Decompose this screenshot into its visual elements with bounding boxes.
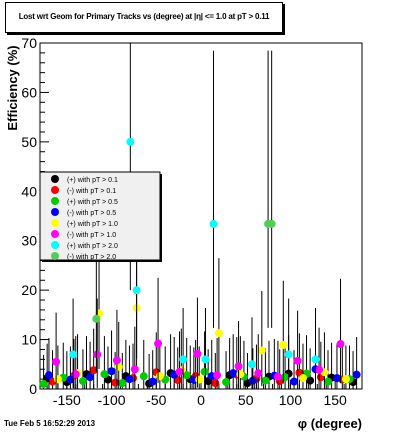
legend-marker bbox=[51, 197, 59, 205]
data-point bbox=[130, 365, 139, 374]
data-point bbox=[298, 374, 307, 383]
data-point bbox=[112, 356, 121, 365]
x-tick-label: -50 bbox=[146, 392, 166, 408]
legend-marker bbox=[51, 219, 59, 227]
x-tick-label: 0 bbox=[197, 392, 205, 408]
data-point bbox=[311, 355, 320, 364]
data-point bbox=[66, 375, 75, 384]
data-point bbox=[236, 370, 245, 379]
legend-entry: (+) with pT > 2.0 bbox=[67, 243, 118, 250]
y-tick-label: 30 bbox=[21, 233, 37, 249]
legend-entry: (-) with pT > 0.1 bbox=[67, 188, 116, 195]
data-point bbox=[341, 375, 350, 384]
legend-entry: (-) with pT > 0.5 bbox=[67, 210, 116, 217]
legend-entry: (-) with pT > 2.0 bbox=[67, 254, 116, 261]
legend-marker bbox=[51, 175, 59, 183]
data-point bbox=[290, 377, 299, 386]
y-tick-label: 70 bbox=[21, 35, 37, 51]
chart-title: Lost wrt Geom for Primary Tracks vs (deg… bbox=[18, 12, 270, 21]
data-point bbox=[175, 367, 184, 376]
x-tick-label: -150 bbox=[53, 392, 81, 408]
data-point bbox=[52, 357, 61, 366]
data-point bbox=[254, 369, 263, 378]
data-point bbox=[261, 376, 270, 385]
y-tick-label: 0 bbox=[29, 381, 37, 397]
data-point bbox=[125, 375, 134, 384]
data-point bbox=[86, 373, 95, 382]
data-point bbox=[53, 375, 62, 384]
data-point bbox=[209, 219, 218, 228]
legend-entry: (-) with pT > 1.0 bbox=[67, 232, 116, 239]
y-tick-label: 60 bbox=[21, 84, 37, 100]
data-point bbox=[293, 356, 302, 365]
legend-marker bbox=[51, 208, 59, 216]
data-point bbox=[222, 378, 231, 387]
y-axis-label: Efficiency (%) bbox=[5, 45, 20, 130]
data-point bbox=[257, 346, 266, 355]
data-point bbox=[44, 371, 53, 380]
data-point bbox=[71, 370, 80, 379]
data-point bbox=[111, 378, 120, 387]
data-point bbox=[248, 376, 257, 385]
y-tick-label: 10 bbox=[21, 332, 37, 348]
data-point bbox=[284, 350, 293, 359]
data-point bbox=[195, 375, 204, 384]
data-point bbox=[126, 137, 135, 146]
x-tick-label: 50 bbox=[238, 392, 254, 408]
x-tick-label: 100 bbox=[279, 392, 303, 408]
data-point bbox=[193, 349, 202, 358]
legend-entry: (+) with pT > 0.1 bbox=[67, 177, 118, 184]
legend-marker bbox=[51, 241, 59, 249]
data-point bbox=[234, 362, 243, 371]
data-point bbox=[267, 219, 276, 228]
x-tick-label: 150 bbox=[323, 392, 347, 408]
data-point bbox=[279, 341, 288, 350]
legend-box bbox=[39, 171, 161, 261]
data-point bbox=[332, 374, 341, 383]
data-point bbox=[229, 369, 238, 378]
data-point bbox=[324, 377, 333, 386]
data-point bbox=[132, 286, 141, 295]
data-point bbox=[201, 355, 210, 364]
data-point bbox=[69, 350, 78, 359]
data-point bbox=[200, 367, 209, 376]
y-tick-label: 20 bbox=[21, 282, 37, 298]
data-point bbox=[306, 376, 315, 385]
data-point bbox=[214, 329, 223, 338]
y-tick-label: 40 bbox=[21, 183, 37, 199]
data-point bbox=[213, 371, 222, 380]
data-point bbox=[182, 371, 191, 380]
x-axis-label: φ (degree) bbox=[298, 416, 362, 431]
data-point bbox=[352, 370, 361, 379]
data-point bbox=[89, 366, 98, 375]
x-tick-label: -100 bbox=[98, 392, 126, 408]
data-point bbox=[78, 377, 87, 386]
data-point bbox=[273, 372, 282, 381]
legend-marker bbox=[51, 186, 59, 194]
y-tick-label: 50 bbox=[21, 134, 37, 150]
data-point bbox=[211, 379, 220, 388]
data-point bbox=[92, 314, 101, 323]
legend-marker bbox=[51, 252, 59, 260]
legend-entry: (+) with pT > 1.0 bbox=[67, 221, 118, 228]
legend-marker bbox=[51, 230, 59, 238]
title-box: Lost wrt Geom for Primary Tracks vs (deg… bbox=[5, 2, 283, 33]
data-point bbox=[107, 367, 116, 376]
data-point bbox=[281, 373, 290, 382]
legend-entry: (+) with pT > 0.5 bbox=[67, 199, 118, 206]
data-point bbox=[39, 380, 48, 389]
data-point bbox=[93, 350, 102, 359]
data-point bbox=[154, 339, 163, 348]
data-point bbox=[247, 360, 256, 369]
data-point bbox=[148, 377, 157, 386]
data-point bbox=[336, 340, 345, 349]
data-point bbox=[155, 372, 164, 381]
data-point bbox=[100, 370, 109, 379]
data-point bbox=[118, 379, 127, 388]
data-point bbox=[139, 372, 148, 381]
data-point bbox=[315, 365, 324, 374]
data-point bbox=[179, 355, 188, 364]
footer-timestamp: Tue Feb 5 16:52:29 2013 bbox=[4, 419, 96, 428]
